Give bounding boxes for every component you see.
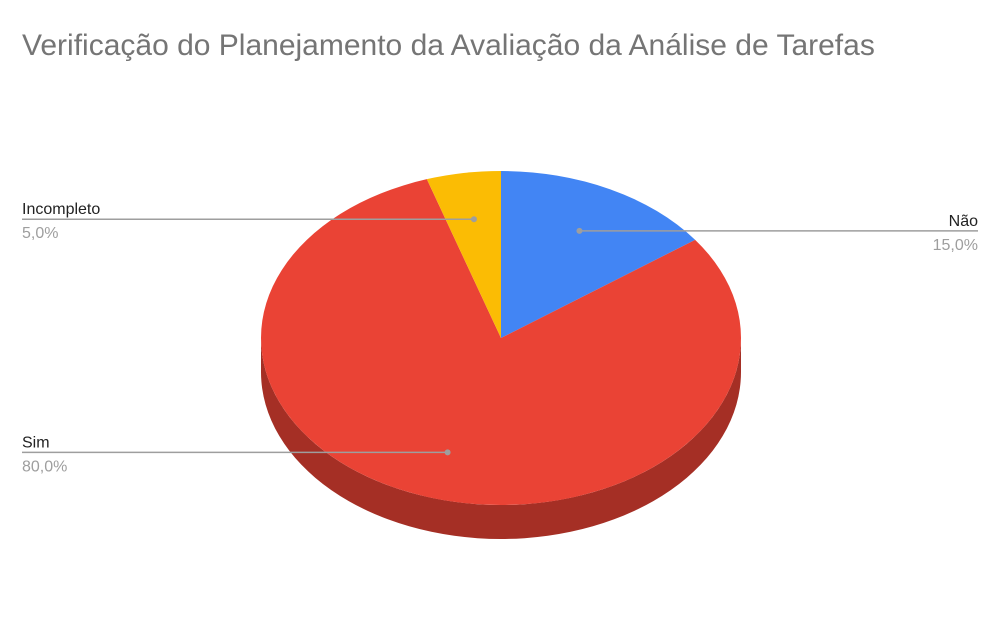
pie-side-sim (261, 338, 741, 539)
pie-slice-incompleto[interactable] (426, 171, 501, 338)
leader-lines-layer (22, 216, 978, 456)
slice-label-incompleto: Incompleto (22, 201, 100, 218)
pie-side-layer (261, 338, 741, 539)
slice-percent-nao: 15,0% (933, 237, 978, 254)
labels-layer: Não 15,0% Sim 80,0% Incompleto 5,0% (22, 201, 978, 475)
leader-dot-nao (576, 227, 583, 234)
slice-label-nao: Não (949, 213, 978, 230)
slice-percent-sim: 80,0% (22, 458, 67, 475)
leader-dot-sim (444, 449, 451, 456)
pie-slice-nao[interactable] (501, 171, 696, 338)
pie-top-layer (261, 171, 741, 505)
slice-label-sim: Sim (22, 434, 50, 451)
pie-slice-sim[interactable] (261, 179, 741, 505)
leader-dot-incompleto (470, 216, 477, 223)
chart-title: Verificação do Planejamento da Avaliação… (22, 29, 875, 62)
slice-percent-incompleto: 5,0% (22, 225, 58, 242)
